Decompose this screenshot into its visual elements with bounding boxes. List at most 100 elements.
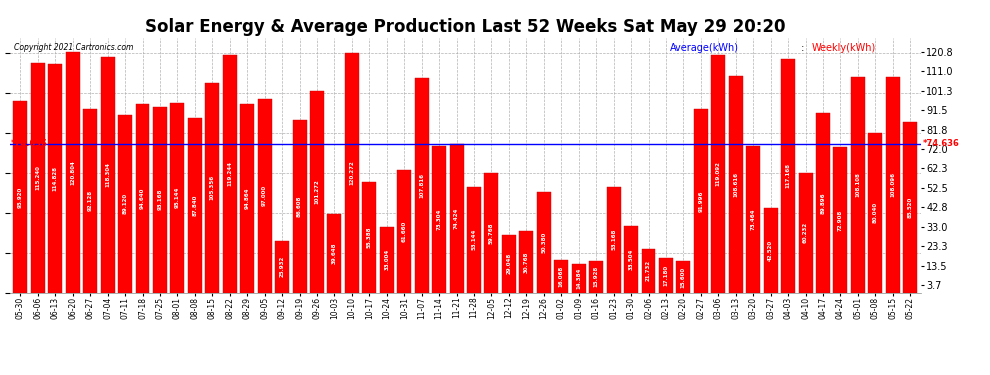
Text: 97.000: 97.000	[262, 185, 267, 207]
Text: 73.464: 73.464	[750, 209, 755, 230]
Bar	[223, 55, 237, 292]
Text: 16.068: 16.068	[558, 266, 563, 287]
Text: 95.920: 95.920	[18, 186, 23, 208]
Text: 14.384: 14.384	[576, 267, 581, 289]
Bar	[537, 192, 550, 292]
Text: 87.840: 87.840	[192, 194, 197, 216]
Bar	[816, 113, 830, 292]
Bar	[188, 117, 202, 292]
Title: Solar Energy & Average Production Last 52 Weeks Sat May 29 20:20: Solar Energy & Average Production Last 5…	[146, 18, 785, 36]
Text: 89.120: 89.120	[123, 193, 128, 214]
Text: 120.272: 120.272	[349, 160, 354, 185]
Text: 119.092: 119.092	[716, 161, 721, 186]
Text: 119.244: 119.244	[228, 161, 233, 186]
Text: 17.180: 17.180	[663, 265, 668, 286]
Bar	[589, 261, 603, 292]
Bar	[851, 77, 865, 292]
Bar	[49, 64, 62, 292]
Text: 53.168: 53.168	[611, 229, 616, 250]
Bar	[676, 261, 690, 292]
Text: Copyright 2021 Cartronics.com: Copyright 2021 Cartronics.com	[15, 43, 134, 52]
Text: 108.108: 108.108	[855, 172, 860, 197]
Bar	[293, 120, 307, 292]
Bar	[886, 77, 900, 292]
Bar	[834, 147, 847, 292]
Bar	[659, 258, 673, 292]
Bar	[153, 107, 167, 292]
Text: 72.908: 72.908	[838, 209, 842, 231]
Bar	[241, 104, 254, 292]
Bar	[554, 261, 568, 292]
Bar	[694, 109, 708, 292]
Bar	[328, 213, 342, 292]
Text: 55.388: 55.388	[367, 226, 372, 248]
Text: 118.304: 118.304	[105, 162, 110, 187]
Bar	[118, 115, 132, 292]
Text: 108.096: 108.096	[890, 172, 895, 197]
Bar	[205, 82, 219, 292]
Text: 21.732: 21.732	[646, 260, 651, 281]
Text: 53.144: 53.144	[471, 229, 476, 250]
Bar	[397, 170, 411, 292]
Text: Weekly(kWh): Weekly(kWh)	[812, 43, 875, 52]
Bar	[275, 241, 289, 292]
Text: 60.232: 60.232	[803, 222, 808, 243]
Text: 74.424: 74.424	[454, 208, 459, 229]
Text: 94.640: 94.640	[140, 188, 145, 209]
Text: 42.520: 42.520	[768, 240, 773, 261]
Text: 25.932: 25.932	[279, 256, 284, 277]
Bar	[903, 122, 917, 292]
Bar	[415, 78, 429, 292]
Bar	[712, 55, 726, 292]
Text: 92.128: 92.128	[88, 190, 93, 211]
Bar	[83, 109, 97, 292]
Bar	[31, 63, 45, 292]
Bar	[642, 249, 655, 292]
Bar	[799, 172, 813, 292]
Text: 33.504: 33.504	[629, 249, 634, 270]
Text: 15.928: 15.928	[594, 266, 599, 287]
Text: 15.600: 15.600	[681, 266, 686, 288]
Text: *74.636: *74.636	[923, 139, 959, 148]
Bar	[433, 147, 446, 292]
Bar	[746, 146, 760, 292]
Text: *74.636: *74.636	[11, 139, 48, 148]
Bar	[170, 103, 184, 292]
Text: 29.048: 29.048	[507, 253, 512, 274]
Text: 89.896: 89.896	[821, 192, 826, 214]
Text: 120.804: 120.804	[70, 160, 75, 184]
Text: 59.768: 59.768	[489, 222, 494, 244]
Text: 93.168: 93.168	[157, 189, 162, 210]
Text: 105.356: 105.356	[210, 175, 215, 200]
Text: 86.608: 86.608	[297, 195, 302, 217]
Bar	[781, 59, 795, 292]
Bar	[467, 187, 481, 292]
Bar	[763, 208, 777, 292]
Bar	[362, 182, 376, 292]
Text: 101.272: 101.272	[315, 179, 320, 204]
Bar	[484, 173, 498, 292]
Bar	[572, 264, 586, 292]
Text: 108.616: 108.616	[734, 172, 739, 197]
Bar	[136, 104, 149, 292]
Text: 39.648: 39.648	[332, 242, 337, 264]
Text: 61.660: 61.660	[402, 220, 407, 242]
Text: 85.520: 85.520	[908, 197, 913, 218]
Text: 91.996: 91.996	[698, 190, 703, 211]
Bar	[345, 53, 358, 292]
Bar	[310, 91, 324, 292]
Bar	[729, 76, 742, 292]
Text: 114.828: 114.828	[52, 166, 57, 190]
Text: 30.768: 30.768	[524, 251, 529, 273]
Bar	[607, 187, 621, 292]
Bar	[502, 235, 516, 292]
Text: 94.864: 94.864	[245, 187, 249, 209]
Bar	[14, 101, 28, 292]
Bar	[520, 231, 534, 292]
Text: 107.816: 107.816	[419, 172, 424, 198]
Bar	[101, 57, 115, 292]
Text: Average(kWh): Average(kWh)	[670, 43, 740, 52]
Bar	[380, 227, 394, 292]
Text: :: :	[798, 43, 807, 52]
Bar	[449, 144, 463, 292]
